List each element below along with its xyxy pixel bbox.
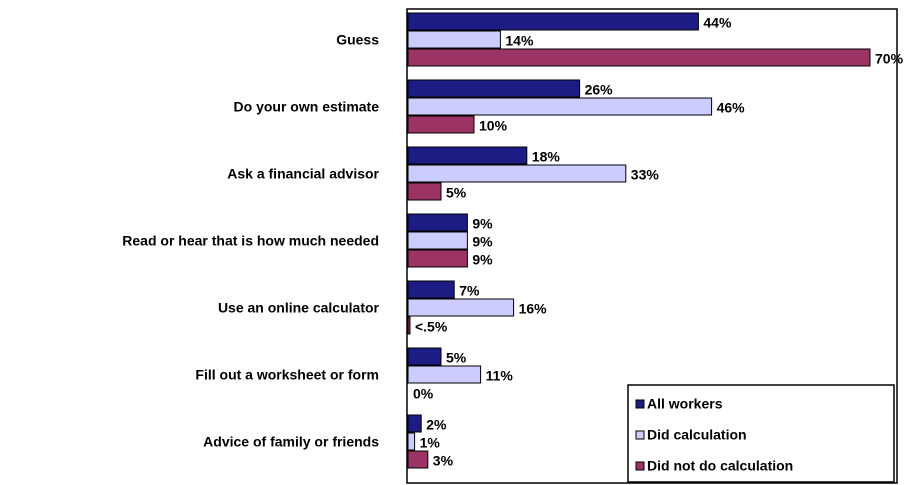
category-label: Guess — [336, 32, 379, 48]
value-label: 46% — [717, 100, 746, 116]
category-label: Fill out a worksheet or form — [195, 367, 379, 383]
bar — [407, 450, 429, 469]
bar — [407, 432, 416, 451]
bar — [407, 115, 475, 134]
bar — [407, 365, 482, 384]
bar — [407, 97, 713, 116]
value-label: 9% — [472, 216, 493, 232]
bar — [407, 146, 528, 165]
value-label: 0% — [413, 386, 434, 402]
bar — [407, 182, 442, 201]
plot-frame — [406, 8, 898, 484]
value-label: 26% — [585, 82, 614, 98]
legend-label: All workers — [647, 396, 723, 412]
category-label: Use an online calculator — [218, 300, 380, 316]
bar — [407, 249, 468, 268]
bar — [407, 48, 871, 67]
value-label: 5% — [446, 185, 467, 201]
bar — [407, 414, 422, 433]
value-label: <.5% — [415, 319, 448, 335]
value-label: 44% — [703, 15, 732, 31]
category-label: Do your own estimate — [234, 99, 380, 115]
value-label: 70% — [875, 51, 904, 67]
bar — [407, 231, 468, 250]
category-label: Advice of family or friends — [203, 434, 379, 450]
legend-label: Did not do calculation — [647, 458, 793, 474]
value-label: 14% — [505, 33, 534, 49]
value-label: 10% — [479, 118, 508, 134]
category-label: Read or hear that is how much needed — [122, 233, 379, 249]
value-label: 16% — [519, 301, 548, 317]
bar — [407, 30, 501, 49]
bar — [407, 79, 581, 98]
legend-swatch — [635, 430, 645, 440]
value-label: 33% — [631, 167, 660, 183]
legend-swatch — [635, 399, 645, 409]
value-label: 7% — [459, 283, 480, 299]
value-label: 2% — [426, 417, 447, 433]
legend-swatch — [635, 461, 645, 471]
value-label: 9% — [472, 234, 493, 250]
bar — [407, 347, 442, 366]
value-label: 5% — [446, 350, 467, 366]
bar — [407, 12, 699, 31]
category-label: Ask a financial advisor — [227, 166, 379, 182]
bar — [407, 164, 627, 183]
value-label: 9% — [472, 252, 493, 268]
legend-box — [627, 384, 895, 483]
bar — [407, 316, 411, 335]
value-label: 1% — [420, 435, 441, 451]
bar — [407, 298, 515, 317]
bar — [407, 213, 468, 232]
value-label: 18% — [532, 149, 561, 165]
bar — [407, 280, 455, 299]
legend-label: Did calculation — [647, 427, 747, 443]
value-label: 11% — [486, 368, 514, 384]
value-label: 3% — [433, 453, 454, 469]
